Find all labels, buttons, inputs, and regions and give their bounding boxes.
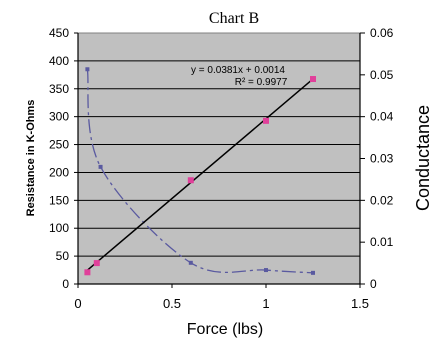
conductance-point bbox=[263, 117, 269, 124]
y-tick-label: 0 bbox=[62, 277, 69, 291]
x-tick-label: 1.5 bbox=[351, 296, 369, 311]
y-tick-label: 50 bbox=[56, 249, 70, 263]
conductance-point bbox=[187, 177, 194, 184]
y-tick-label: 150 bbox=[49, 193, 69, 207]
y2-axis-label: Conductance bbox=[413, 105, 432, 211]
trendline-r-squared: R² = 0.9977 bbox=[235, 77, 288, 88]
chart-title: Chart B bbox=[209, 10, 259, 27]
conductance-point bbox=[93, 260, 100, 267]
trendline bbox=[86, 78, 314, 271]
y2-tick-label: 0 bbox=[370, 277, 377, 291]
y2-tick-label: 0.02 bbox=[370, 193, 394, 207]
y-tick-label: 100 bbox=[49, 221, 69, 235]
y-tick-label: 400 bbox=[49, 54, 69, 68]
resistance-point bbox=[98, 164, 103, 169]
y2-tick-label: 0.03 bbox=[370, 152, 394, 166]
resistance-point bbox=[264, 268, 268, 273]
y-tick-label: 300 bbox=[49, 110, 69, 124]
y-axis-label: Resistance in K-Ohms bbox=[25, 100, 37, 217]
x-tick-label: 0 bbox=[74, 296, 81, 311]
resistance-curve bbox=[86, 69, 314, 274]
x-axis-label: Force (lbs) bbox=[187, 321, 263, 338]
y2-tick-label: 0.01 bbox=[370, 235, 394, 249]
x-tick-label: 1 bbox=[262, 296, 269, 311]
conductance-point bbox=[84, 269, 91, 276]
series bbox=[84, 67, 316, 276]
tick-labels: 0 50 100 150 200 250 300 350 400 450 0 0.01 0.02 0.03… bbox=[49, 26, 394, 311]
resistance-point bbox=[188, 260, 193, 265]
resistance-point bbox=[85, 67, 90, 72]
y2-tick-label: 0.05 bbox=[370, 68, 394, 82]
trendline-equation: y = 0.0381x + 0.0014 bbox=[191, 65, 285, 76]
y-tick-label: 200 bbox=[49, 165, 69, 179]
y2-tick-label: 0.04 bbox=[370, 110, 394, 124]
resistance-point bbox=[311, 270, 315, 275]
y-tick-label: 250 bbox=[49, 138, 69, 152]
x-tick-label: 0.5 bbox=[163, 296, 181, 311]
y-tick-label: 450 bbox=[49, 26, 69, 40]
y2-tick-label: 0.06 bbox=[370, 26, 394, 40]
conductance-point bbox=[310, 76, 316, 83]
y-tick-label: 350 bbox=[49, 82, 69, 96]
